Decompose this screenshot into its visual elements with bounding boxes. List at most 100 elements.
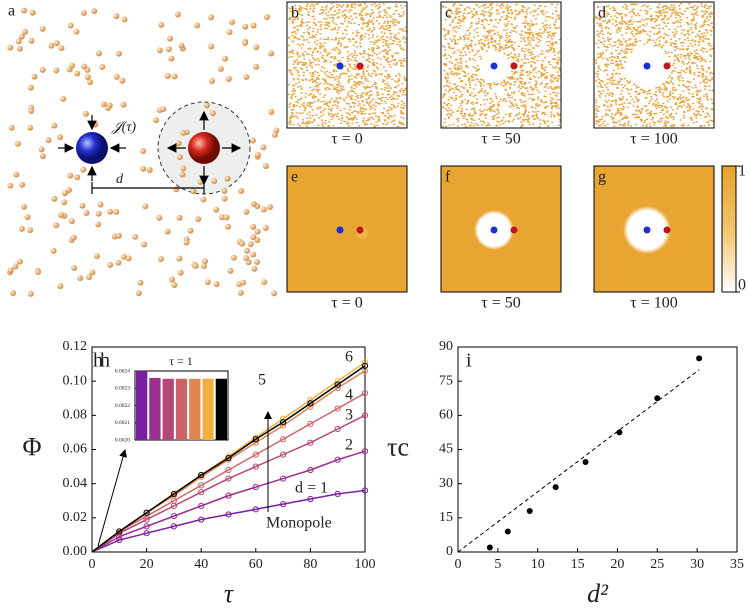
particle — [218, 214, 225, 221]
particle — [627, 124, 630, 126]
particle — [370, 12, 373, 14]
particle — [334, 113, 337, 116]
particle — [386, 84, 389, 87]
particle — [524, 104, 527, 106]
particle — [711, 13, 714, 15]
particle — [537, 77, 540, 79]
particle — [505, 7, 508, 9]
particle — [661, 27, 664, 30]
particle — [485, 125, 488, 127]
particle — [467, 34, 470, 36]
particle — [648, 114, 651, 117]
particle — [321, 54, 324, 57]
particle — [516, 77, 519, 80]
particle — [171, 282, 178, 289]
particle — [311, 97, 314, 99]
flux-label: 𝒥(τ) — [111, 120, 136, 135]
particle — [466, 90, 469, 92]
particle — [676, 20, 679, 22]
particle — [369, 41, 372, 43]
particle — [487, 122, 490, 124]
particle — [633, 27, 636, 29]
particle — [340, 114, 343, 117]
particle — [680, 105, 683, 107]
data-point — [334, 405, 341, 412]
particle — [550, 111, 553, 113]
particle — [508, 96, 511, 99]
particle — [288, 56, 291, 58]
particle — [334, 49, 337, 51]
particle — [459, 65, 462, 67]
particle — [386, 82, 389, 84]
particle — [340, 90, 343, 92]
particle — [313, 100, 316, 103]
particle — [366, 85, 369, 88]
particle — [292, 106, 295, 108]
particle — [655, 14, 658, 17]
particle — [541, 82, 544, 84]
particle — [518, 112, 521, 114]
particle — [391, 59, 394, 61]
particle — [615, 83, 618, 86]
particle — [398, 122, 401, 124]
particle — [668, 82, 671, 85]
particle — [649, 112, 652, 114]
particle — [404, 30, 407, 32]
particle — [655, 24, 658, 27]
particle — [662, 113, 665, 116]
particle — [530, 66, 533, 68]
particle — [38, 146, 45, 153]
particle — [141, 241, 148, 248]
particle — [365, 108, 368, 111]
particle — [682, 123, 685, 125]
particle — [346, 69, 349, 71]
particle — [323, 83, 326, 85]
particle — [389, 26, 392, 28]
particle — [602, 33, 605, 36]
particle — [473, 36, 476, 38]
particle — [453, 3, 456, 6]
particle — [450, 70, 453, 73]
particle — [603, 104, 606, 106]
particle — [673, 6, 676, 9]
particle — [459, 54, 462, 57]
particle — [635, 85, 638, 87]
particle — [512, 47, 515, 49]
particle — [332, 114, 335, 116]
particle — [606, 12, 609, 14]
particle — [489, 37, 492, 40]
particle — [674, 32, 677, 35]
particle — [555, 106, 558, 108]
particle — [599, 52, 602, 55]
particle — [544, 107, 547, 109]
particle — [499, 123, 502, 126]
particle — [382, 112, 385, 115]
particle — [521, 5, 524, 8]
particle — [495, 4, 498, 6]
particle — [503, 79, 506, 81]
particle — [709, 15, 712, 17]
particle — [316, 39, 319, 42]
particle — [688, 54, 691, 57]
particle — [447, 113, 450, 115]
particle — [697, 113, 700, 115]
particle — [642, 31, 645, 33]
particle — [508, 45, 511, 48]
particle — [362, 73, 365, 75]
particle — [608, 56, 611, 59]
series-line — [91, 392, 366, 553]
data-point — [198, 489, 205, 496]
particle — [352, 102, 355, 104]
particle — [532, 93, 535, 96]
particle — [643, 24, 646, 27]
data-point — [361, 362, 369, 369]
particle — [468, 51, 471, 54]
particle — [458, 4, 461, 6]
particle — [452, 35, 455, 37]
particle — [389, 60, 392, 63]
particle — [378, 3, 381, 6]
particle — [383, 32, 386, 34]
particle — [711, 77, 714, 79]
particle — [496, 108, 499, 111]
data-point — [143, 509, 150, 516]
